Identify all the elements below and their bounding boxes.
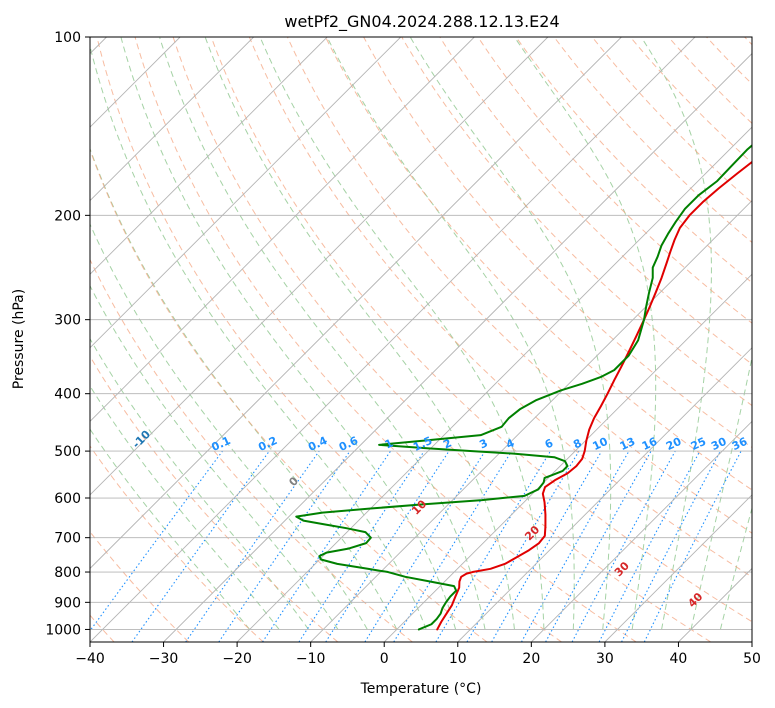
y-tick-label: 300 bbox=[54, 313, 81, 329]
dry-adiabat-line bbox=[477, 37, 752, 324]
moist-adiabat-line bbox=[326, 37, 575, 630]
moist-adiabat-line bbox=[259, 37, 545, 630]
moist-adiabat-line bbox=[719, 506, 752, 630]
moist-adiabat-line bbox=[90, 222, 368, 630]
isotherm-line bbox=[457, 347, 752, 642]
dry-adiabat-line bbox=[401, 37, 752, 407]
moist-adiabat-line bbox=[690, 355, 752, 630]
y-tick-label: 200 bbox=[54, 208, 81, 224]
isotherm-line bbox=[236, 126, 752, 642]
moist-adiabat-line bbox=[641, 37, 712, 630]
mixing-ratio-line bbox=[185, 450, 320, 642]
dry-adiabat-line bbox=[90, 445, 264, 642]
x-axis-title: Temperature (°C) bbox=[360, 681, 482, 697]
dry-adiabats bbox=[90, 37, 752, 642]
dry-adiabat-line bbox=[629, 37, 752, 164]
isotherm-line bbox=[90, 37, 328, 275]
mixing-ratio-line bbox=[435, 450, 551, 642]
moist-adiabat-line bbox=[90, 147, 398, 630]
isobars bbox=[90, 37, 752, 630]
y-tick-label: 700 bbox=[54, 531, 81, 547]
dry-adiabat-line bbox=[96, 37, 562, 642]
plot-area: 0.10.20.40.611.52346810131620253036-100-… bbox=[90, 37, 752, 642]
mixing-ratio-label: 25 bbox=[689, 435, 708, 453]
moist-adiabat-line bbox=[90, 44, 427, 630]
dry-adiabat-line bbox=[134, 37, 637, 642]
mixing-ratio-label: 30 bbox=[709, 435, 729, 453]
x-tick-label: 40 bbox=[670, 651, 688, 667]
mixing-ratio-line bbox=[520, 450, 630, 642]
mixing-ratio-label: 16 bbox=[640, 435, 660, 453]
mixing-ratio-label: 20 bbox=[664, 435, 684, 453]
mixing-ratio-line bbox=[393, 450, 513, 642]
mixing-ratio-line bbox=[325, 450, 450, 642]
sounding-series bbox=[295, 144, 752, 631]
mixing-ratio-line bbox=[131, 450, 270, 642]
mixing-ratio-label: 36 bbox=[730, 435, 750, 453]
isotherm-line bbox=[163, 52, 752, 642]
mixing-ratio-line bbox=[571, 450, 676, 642]
isotherm-line bbox=[531, 420, 752, 642]
moist-adiabat-line bbox=[90, 284, 339, 630]
mixing-ratio-label: 10 bbox=[591, 435, 611, 453]
x-tick-label: 30 bbox=[596, 651, 614, 667]
dry-adiabat-line bbox=[325, 37, 752, 491]
y-tick-label: 600 bbox=[54, 491, 81, 507]
series-line-0 bbox=[436, 160, 752, 631]
mixing-ratio-line bbox=[466, 450, 580, 642]
mixing-ratio-lines bbox=[90, 450, 742, 642]
x-tick-label: 20 bbox=[522, 651, 540, 667]
plot-frame bbox=[89, 36, 753, 643]
x-tick-label: −10 bbox=[296, 651, 326, 667]
isotherm-line bbox=[90, 37, 402, 349]
isotherm-line bbox=[604, 494, 752, 642]
dry-adiabat-line bbox=[210, 37, 752, 623]
y-tick-label: 800 bbox=[54, 565, 81, 581]
isotherms bbox=[90, 37, 752, 642]
series-line-1 bbox=[295, 144, 752, 631]
x-tick-label: −30 bbox=[149, 651, 179, 667]
mixing-ratio-line bbox=[491, 450, 603, 642]
y-tick-label: 1000 bbox=[45, 622, 81, 638]
x-axis: −40 −30 −20 −10 0 10 20 30 40 50 bbox=[75, 642, 761, 667]
x-tick-label: −40 bbox=[75, 651, 105, 667]
y-axis-title: Pressure (hPa) bbox=[11, 289, 27, 389]
dry-adiabat-line bbox=[172, 37, 712, 642]
x-tick-label: −20 bbox=[222, 651, 252, 667]
y-tick-label: 500 bbox=[54, 444, 81, 460]
isotherm-line bbox=[90, 37, 696, 642]
isotherm-line bbox=[90, 37, 622, 570]
x-tick-label: 50 bbox=[743, 651, 761, 667]
x-tick-label: 10 bbox=[449, 651, 467, 667]
y-tick-label: 100 bbox=[54, 30, 81, 46]
mixing-ratio-label: 13 bbox=[618, 435, 637, 453]
mixing-ratio-line bbox=[90, 450, 223, 632]
dry-adiabat-line bbox=[90, 258, 413, 642]
mixing-ratio-line bbox=[364, 450, 486, 642]
y-tick-label: 400 bbox=[54, 387, 81, 403]
dry-adiabat-line bbox=[286, 37, 752, 534]
isotherm-line bbox=[90, 37, 549, 496]
isotherm-line bbox=[90, 37, 254, 202]
isotherm-line bbox=[310, 200, 752, 642]
mixing-ratio-line bbox=[218, 450, 351, 642]
isotherm-line bbox=[90, 37, 475, 422]
dry-adiabat-line bbox=[591, 37, 752, 204]
dry-adiabat-line bbox=[248, 37, 752, 578]
y-axis: 100 200 300 400 500 600 700 800 900 1000 bbox=[45, 30, 90, 638]
isotherm-line bbox=[383, 273, 752, 642]
y-tick-label: 900 bbox=[54, 595, 81, 611]
chart-title: wetPf2_GN04.2024.288.12.13.E24 bbox=[284, 12, 559, 32]
x-tick-label: 0 bbox=[380, 651, 389, 667]
moist-adiabat-line bbox=[159, 37, 486, 630]
